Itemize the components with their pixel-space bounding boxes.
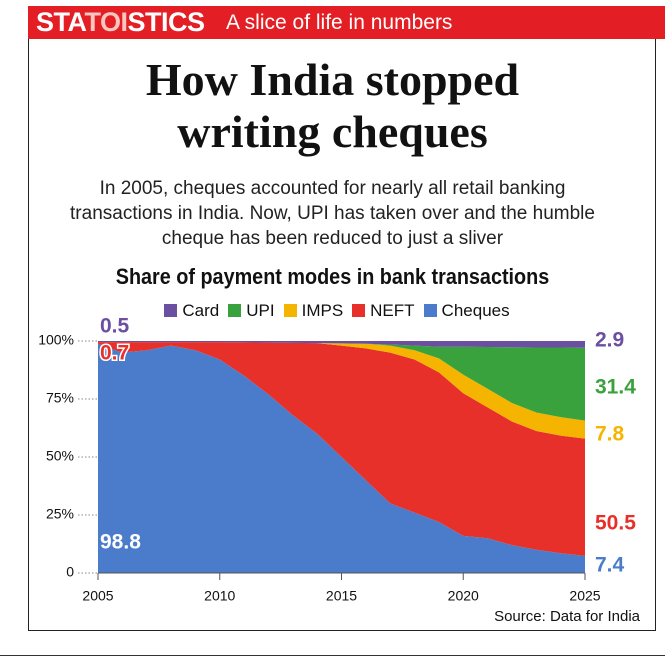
x-tick-label: 2015: [326, 588, 357, 604]
y-tick-label: 100%: [38, 332, 74, 348]
tagline: A slice of life in numbers: [226, 11, 453, 34]
data-label: 7.4: [595, 554, 625, 577]
data-label: 2.9: [595, 329, 624, 352]
data-label: 0.7: [100, 342, 129, 365]
y-tick-label: 50%: [46, 448, 74, 464]
data-label: 7.8: [595, 423, 625, 446]
area: [98, 341, 585, 348]
y-tick-label: 75%: [46, 390, 74, 406]
area: [98, 342, 585, 421]
legend: Card UPI IMPS NEFT Cheques: [0, 300, 665, 322]
x-tick-label: 2020: [448, 588, 479, 604]
area: [98, 342, 585, 439]
data-label: 98.8: [100, 531, 141, 554]
brand-part: STA: [36, 7, 85, 37]
legend-label: NEFT: [370, 301, 415, 320]
rule: [0, 655, 665, 656]
header-band: [28, 6, 665, 39]
data-label: 50.5: [595, 512, 636, 535]
data-label: 31.4: [595, 376, 636, 399]
x-tick-label: 2010: [204, 588, 235, 604]
data-label: 0.5: [100, 315, 130, 338]
legend-label: IMPS: [301, 301, 344, 320]
legend-swatch: [283, 304, 297, 317]
x-tick-label: 2025: [569, 588, 600, 604]
legend-label: Cheques: [441, 301, 510, 320]
subtitle: In 2005, cheques accounted for nearly al…: [70, 178, 595, 249]
legend-label: UPI: [246, 301, 275, 320]
legend-swatch: [228, 304, 242, 317]
brand-part: STICS: [127, 7, 206, 37]
frame: [28, 39, 656, 631]
legend-swatch: [352, 304, 366, 317]
legend-label: Card: [182, 301, 220, 320]
title: How India stopped writing cheques: [145, 54, 520, 157]
source: Source: Data for India: [494, 608, 641, 625]
legend-swatch: [164, 304, 178, 317]
y-tick-label: 25%: [46, 506, 74, 522]
area: [98, 343, 585, 573]
y-tick-label: 0: [66, 564, 74, 580]
legend-swatch: [423, 304, 437, 317]
brand: STATOISTICS: [36, 6, 205, 39]
area: [98, 342, 585, 556]
x-tick-label: 2005: [82, 588, 113, 604]
chart-title: Share of payment modes in bank transacti…: [115, 264, 550, 289]
brand-part: TOI: [84, 7, 129, 37]
